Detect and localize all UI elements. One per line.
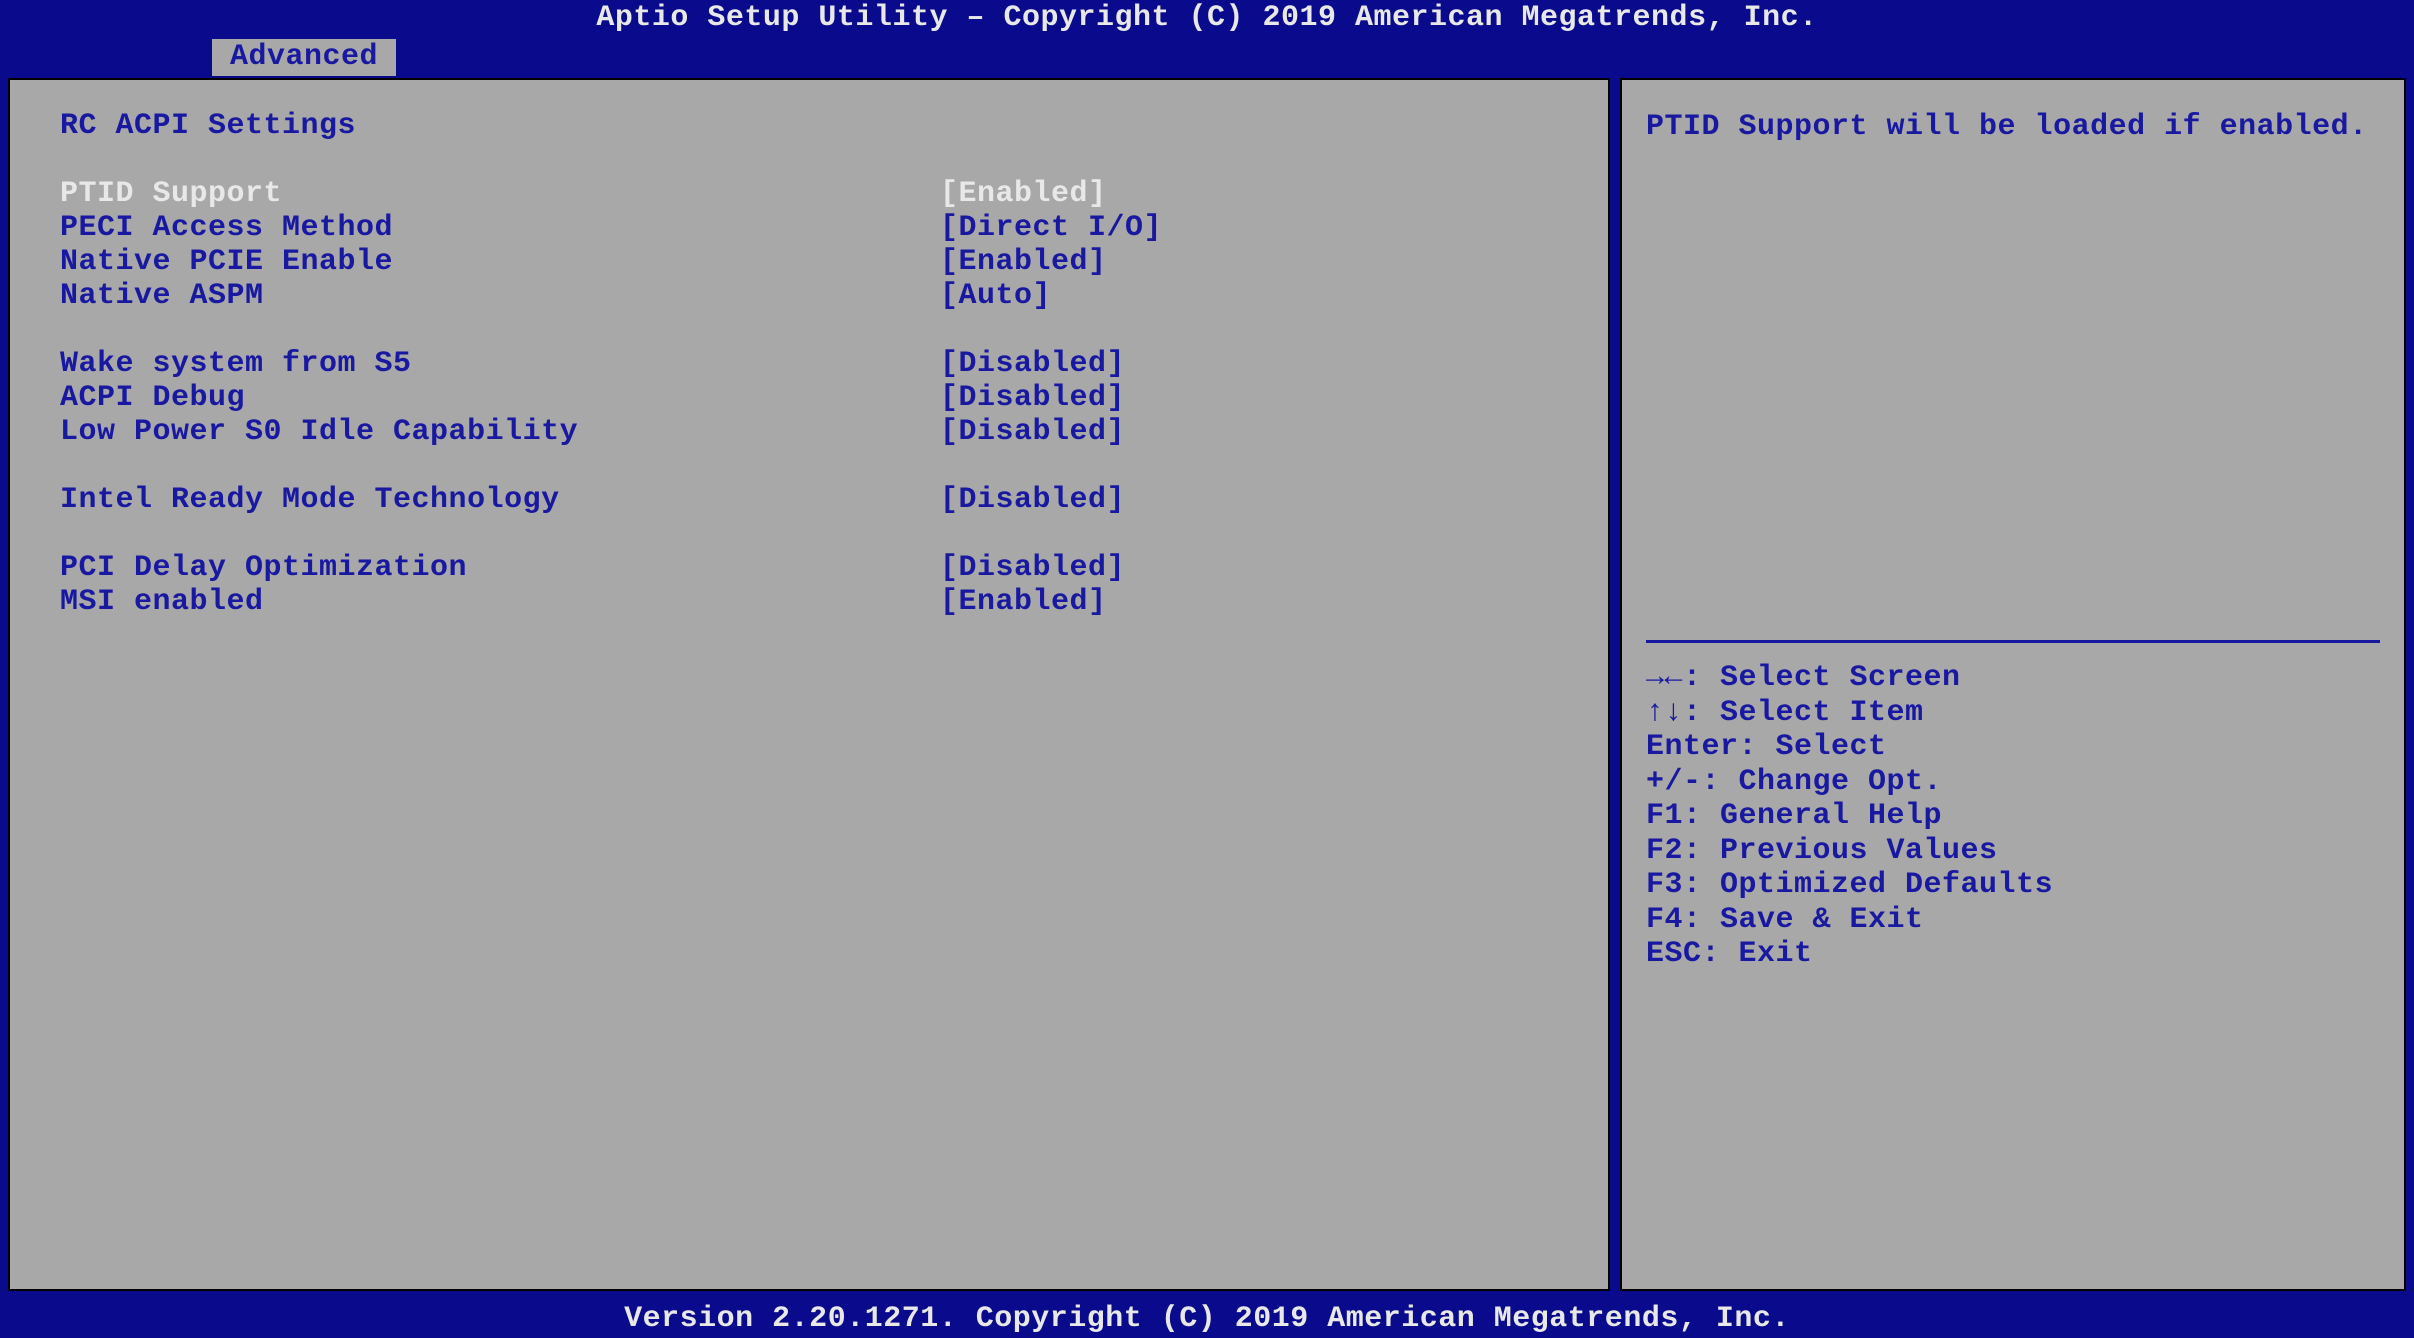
setting-row[interactable]: Low Power S0 Idle Capability[Disabled] <box>60 415 1558 449</box>
setting-label: ACPI Debug <box>60 382 940 415</box>
setting-value: [Enabled] <box>940 246 1107 279</box>
setting-row[interactable]: PTID Support[Enabled] <box>60 177 1558 211</box>
setting-value: [Disabled] <box>940 348 1125 381</box>
setting-label: PECI Access Method <box>60 212 940 245</box>
legend-keys: →←: <box>1646 661 1720 695</box>
blank-row <box>60 313 1558 347</box>
body-area: RC ACPI Settings PTID Support[Enabled]PE… <box>0 76 2414 1299</box>
legend-keys: ↑↓: <box>1646 696 1720 730</box>
key-legend: →←: Select Screen↑↓: Select ItemEnter: S… <box>1646 661 2380 972</box>
legend-keys: F2: <box>1646 834 1720 868</box>
legend-line: F2: Previous Values <box>1646 834 2380 869</box>
setting-label: Native PCIE Enable <box>60 246 940 279</box>
legend-keys: Enter: <box>1646 730 1776 764</box>
blank-row <box>60 517 1558 551</box>
footer-text: Version 2.20.1271. Copyright (C) 2019 Am… <box>624 1302 1790 1336</box>
help-text: PTID Support will be loaded if enabled. <box>1646 110 2380 640</box>
setting-label: Native ASPM <box>60 280 940 313</box>
setting-row[interactable]: Native PCIE Enable[Enabled] <box>60 245 1558 279</box>
legend-keys: F4: <box>1646 903 1720 937</box>
setting-row[interactable]: Native ASPM[Auto] <box>60 279 1558 313</box>
tab-label: Advanced <box>230 40 378 74</box>
setting-label: Intel Ready Mode Technology <box>60 484 940 517</box>
legend-line: →←: Select Screen <box>1646 661 2380 696</box>
settings-list: PTID Support[Enabled]PECI Access Method[… <box>60 177 1558 619</box>
legend-desc: Select <box>1776 730 1887 764</box>
title-text: Aptio Setup Utility – Copyright (C) 2019… <box>596 1 1817 35</box>
legend-line: +/-: Change Opt. <box>1646 765 2380 800</box>
setting-label: PCI Delay Optimization <box>60 552 940 585</box>
legend-desc: General Help <box>1720 799 1942 833</box>
legend-line: ↑↓: Select Item <box>1646 696 2380 731</box>
side-divider <box>1646 640 2380 643</box>
setting-label: Wake system from S5 <box>60 348 940 381</box>
side-panel: PTID Support will be loaded if enabled. … <box>1618 76 2408 1293</box>
legend-desc: Change Opt. <box>1739 765 1943 799</box>
legend-desc: Exit <box>1739 937 1813 971</box>
legend-keys: F1: <box>1646 799 1720 833</box>
legend-keys: ESC: <box>1646 937 1739 971</box>
section-title: RC ACPI Settings <box>60 110 1558 143</box>
legend-line: F1: General Help <box>1646 799 2380 834</box>
legend-desc: Optimized Defaults <box>1720 868 2053 902</box>
setting-value: [Auto] <box>940 280 1051 313</box>
setting-value: [Disabled] <box>940 552 1125 585</box>
legend-line: Enter: Select <box>1646 730 2380 765</box>
legend-keys: +/-: <box>1646 765 1739 799</box>
setting-value: [Disabled] <box>940 484 1125 517</box>
footer-bar: Version 2.20.1271. Copyright (C) 2019 Am… <box>0 1299 2414 1338</box>
setting-value: [Enabled] <box>940 178 1107 211</box>
setting-label: Low Power S0 Idle Capability <box>60 416 940 449</box>
legend-desc: Select Item <box>1720 696 1924 730</box>
setting-row[interactable]: Intel Ready Mode Technology[Disabled] <box>60 483 1558 517</box>
legend-desc: Select Screen <box>1720 661 1961 695</box>
setting-label: MSI enabled <box>60 586 940 619</box>
legend-desc: Save & Exit <box>1720 903 1924 937</box>
tab-advanced[interactable]: Advanced <box>210 37 398 76</box>
setting-value: [Enabled] <box>940 586 1107 619</box>
setting-row[interactable]: PECI Access Method[Direct I/O] <box>60 211 1558 245</box>
legend-desc: Previous Values <box>1720 834 1998 868</box>
legend-line: F3: Optimized Defaults <box>1646 868 2380 903</box>
tab-row: Advanced <box>0 37 2414 76</box>
bios-screen: Aptio Setup Utility – Copyright (C) 2019… <box>0 0 2414 1338</box>
setting-value: [Direct I/O] <box>940 212 1162 245</box>
main-panel: RC ACPI Settings PTID Support[Enabled]PE… <box>6 76 1612 1293</box>
setting-value: [Disabled] <box>940 382 1125 415</box>
title-bar: Aptio Setup Utility – Copyright (C) 2019… <box>0 0 2414 37</box>
setting-label: PTID Support <box>60 178 940 211</box>
setting-row[interactable]: PCI Delay Optimization[Disabled] <box>60 551 1558 585</box>
legend-line: ESC: Exit <box>1646 937 2380 972</box>
setting-row[interactable]: Wake system from S5[Disabled] <box>60 347 1558 381</box>
blank-row <box>60 449 1558 483</box>
legend-keys: F3: <box>1646 868 1720 902</box>
setting-value: [Disabled] <box>940 416 1125 449</box>
legend-line: F4: Save & Exit <box>1646 903 2380 938</box>
setting-row[interactable]: MSI enabled[Enabled] <box>60 585 1558 619</box>
setting-row[interactable]: ACPI Debug[Disabled] <box>60 381 1558 415</box>
